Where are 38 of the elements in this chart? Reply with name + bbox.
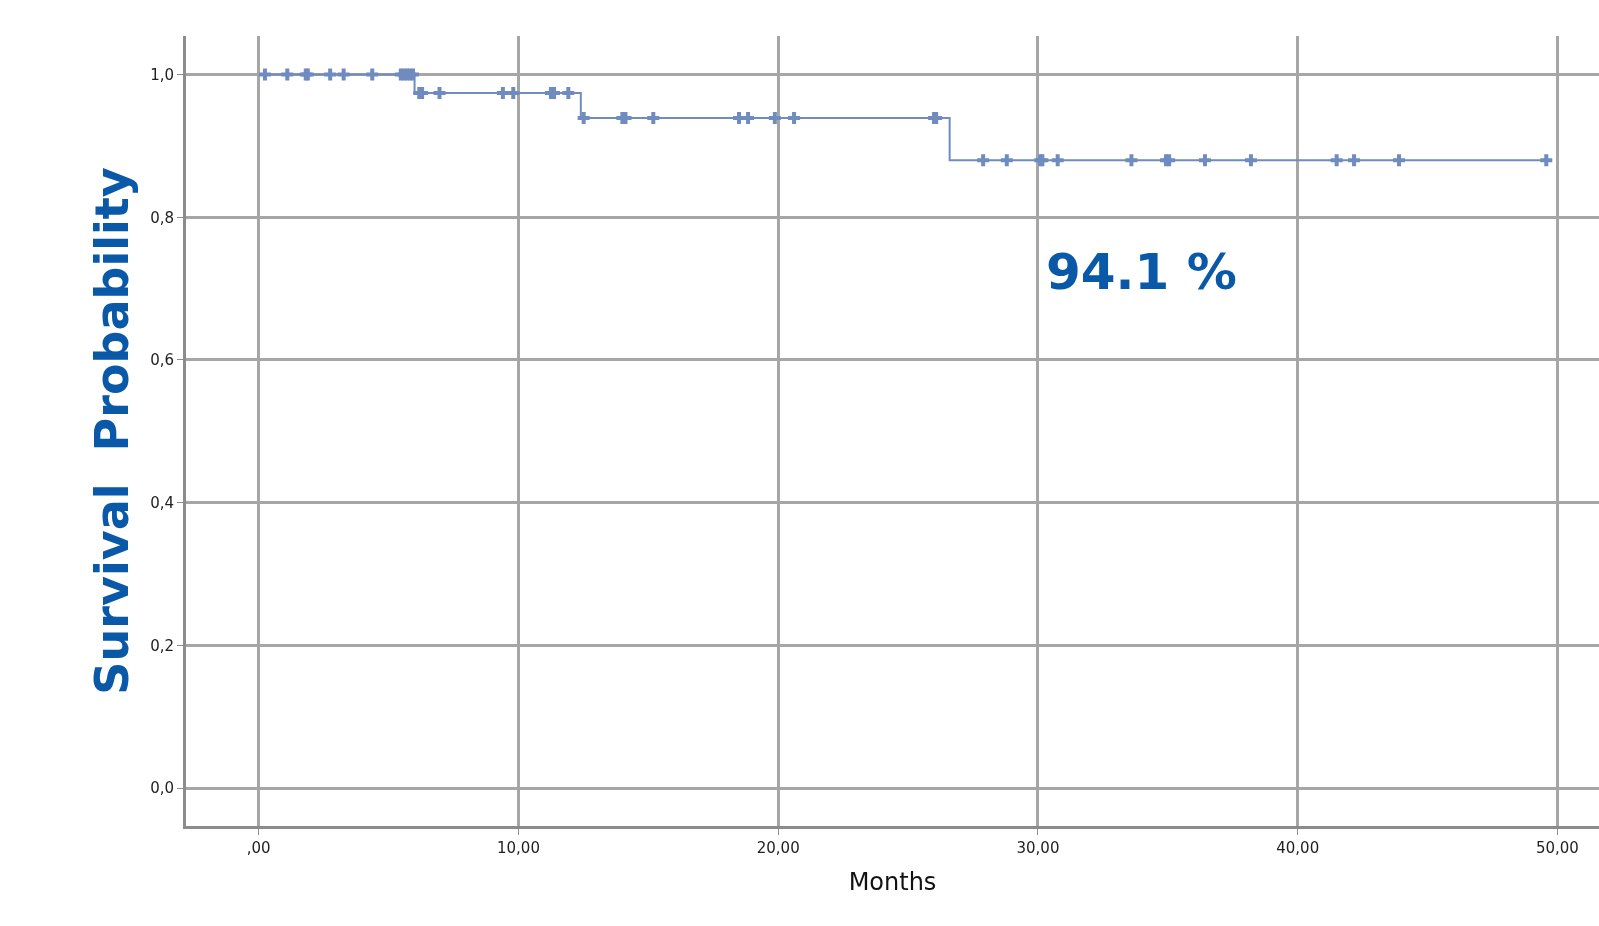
point (1348, 154, 1361, 167)
y-tick-label: 0,6 (150, 351, 174, 370)
point (1000, 154, 1013, 167)
point (788, 112, 801, 125)
point (1125, 154, 1138, 167)
point (768, 112, 781, 125)
point (562, 87, 575, 100)
point (496, 87, 509, 100)
point (258, 68, 271, 81)
point (1330, 154, 1343, 167)
annotation: 94.1 % (1046, 243, 1237, 301)
point (577, 112, 590, 125)
x-axis-title: Months (848, 868, 937, 897)
point (366, 68, 379, 81)
point (1198, 154, 1211, 167)
x-tick-label: 50,00 (1535, 839, 1579, 857)
point (324, 68, 337, 81)
point (1051, 154, 1064, 167)
y-tick-label: 0,4 (150, 493, 174, 512)
y-tick-label: 0,0 (150, 779, 174, 798)
x-tick-label: 10,00 (496, 839, 540, 857)
x-tick-label: 30,00 (1016, 839, 1060, 857)
y-tick-label: 0,8 (150, 208, 174, 227)
point (507, 87, 520, 100)
point (433, 87, 446, 100)
point (337, 68, 350, 81)
point (647, 112, 660, 125)
point (977, 154, 990, 167)
x-tick-label: ,00 (246, 839, 271, 857)
y-axis-title: Survival Probability (84, 167, 139, 695)
point (1393, 154, 1405, 167)
point (1244, 154, 1257, 167)
x-tick-label: 20,00 (756, 839, 800, 857)
point (1540, 154, 1553, 167)
x-tick-label: 40,00 (1276, 839, 1320, 857)
y-tick-label: 1,0 (150, 65, 174, 84)
point (281, 68, 294, 81)
y-tick-label: 0,2 (150, 636, 174, 655)
